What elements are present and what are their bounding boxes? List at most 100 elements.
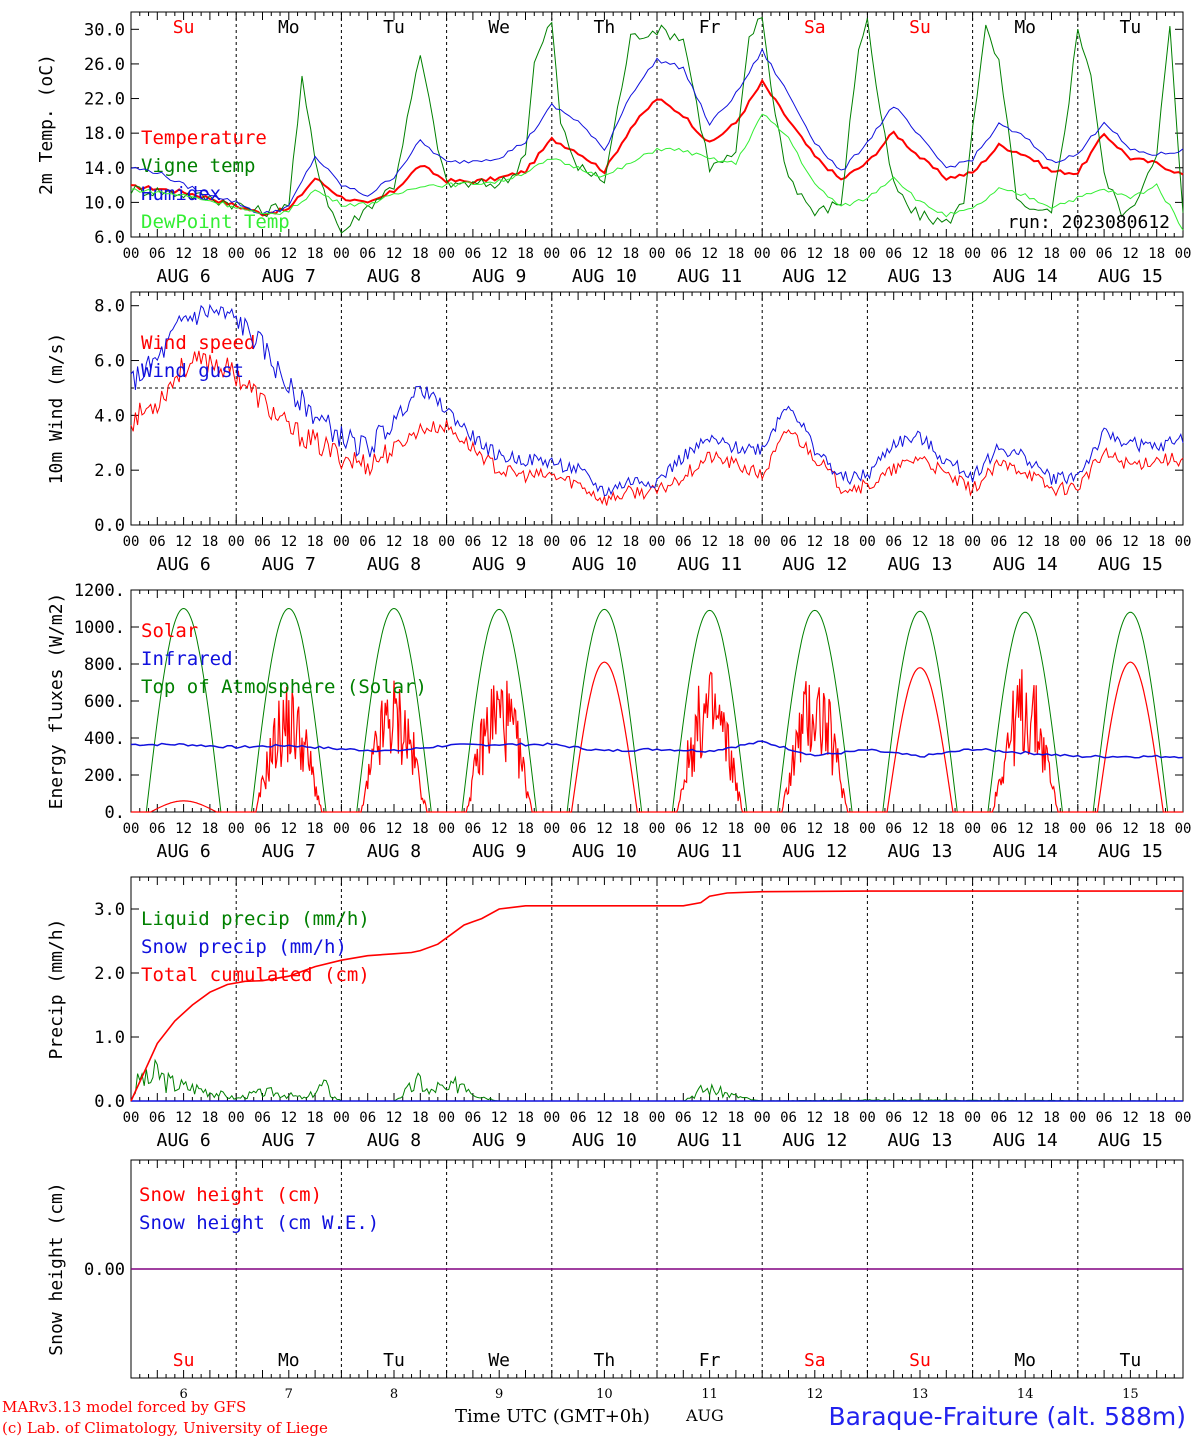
station-name: Baraque-Fraiture (alt. 588m) xyxy=(828,1402,1186,1431)
x-hour-label: 00 xyxy=(859,534,876,550)
x-hour-label: 18 xyxy=(1148,821,1165,837)
x-hour-label: 12 xyxy=(175,821,192,837)
x-hour-label: 06 xyxy=(1096,246,1113,262)
x-hour-label: 12 xyxy=(912,246,929,262)
x-date-label: AUG 8 xyxy=(367,841,421,862)
y-tick-label: 6.0 xyxy=(94,228,125,248)
series-line-total-cumulated xyxy=(130,890,1183,1102)
x-date-label: AUG 12 xyxy=(782,1130,847,1151)
x-hour-label: 00 xyxy=(1069,534,1086,550)
x-date-label: AUG 9 xyxy=(472,266,526,287)
y-axis-label: 2m Temp. (oC) xyxy=(36,54,57,195)
x-hour-label: 12 xyxy=(386,821,403,837)
legend-entry: Wind speed xyxy=(141,332,255,354)
x-hour-label: 12 xyxy=(1122,534,1139,550)
weekday-label: Th xyxy=(594,1350,616,1371)
day-number-label: 10 xyxy=(596,1387,613,1402)
x-date-label: AUG 10 xyxy=(572,1130,637,1151)
x-hour-label: 00 xyxy=(228,534,245,550)
x-hour-label: 06 xyxy=(359,246,376,262)
x-hour-label: 18 xyxy=(727,821,744,837)
x-hour-label: 00 xyxy=(1069,1110,1086,1126)
x-date-label: AUG 15 xyxy=(1098,1130,1163,1151)
x-hour-label: 00 xyxy=(123,246,140,262)
x-hour-label: 06 xyxy=(464,1110,481,1126)
x-hour-label: 18 xyxy=(727,246,744,262)
series-line-solar xyxy=(131,661,1183,813)
x-hour-label: 18 xyxy=(412,1110,429,1126)
y-axis-label: Precip (mm/h) xyxy=(46,919,67,1060)
x-hour-label: 12 xyxy=(1017,534,1034,550)
y-tick-label: 800. xyxy=(84,655,125,675)
x-hour-label: 06 xyxy=(464,821,481,837)
x-hour-label: 18 xyxy=(622,534,639,550)
x-hour-label: 18 xyxy=(833,534,850,550)
x-hour-label: 18 xyxy=(517,246,534,262)
x-hour-label: 12 xyxy=(806,246,823,262)
x-date-label: AUG 14 xyxy=(993,841,1058,862)
x-date-label: AUG 7 xyxy=(262,841,316,862)
x-hour-label: 18 xyxy=(517,821,534,837)
x-hour-label: 18 xyxy=(727,1110,744,1126)
legend-entry: Snow precip (mm/h) xyxy=(141,936,347,958)
weekday-label: Tu xyxy=(383,1350,405,1371)
x-hour-label: 00 xyxy=(333,821,350,837)
y-tick-label: 600. xyxy=(84,692,125,712)
x-hour-label: 12 xyxy=(1122,1110,1139,1126)
weekday-label: We xyxy=(488,1350,510,1371)
x-hour-label: 06 xyxy=(149,534,166,550)
x-hour-label: 06 xyxy=(885,1110,902,1126)
weekday-label: Mo xyxy=(278,17,300,38)
x-hour-label: 00 xyxy=(333,534,350,550)
x-hour-label: 06 xyxy=(254,246,271,262)
y-tick-label: 3.0 xyxy=(94,900,125,920)
x-hour-label: 12 xyxy=(491,534,508,550)
x-hour-label: 12 xyxy=(1122,246,1139,262)
y-tick-label: 1.0 xyxy=(94,1028,125,1048)
x-hour-label: 06 xyxy=(780,534,797,550)
x-hour-label: 12 xyxy=(386,1110,403,1126)
series-line-wind-gust xyxy=(130,303,1184,497)
y-axis-label: Energy fluxes (W/m2) xyxy=(46,593,67,810)
x-hour-label: 18 xyxy=(833,821,850,837)
x-hour-label: 18 xyxy=(622,246,639,262)
y-tick-label: 10.0 xyxy=(84,193,125,213)
y-tick-label: 26.0 xyxy=(84,55,125,75)
x-hour-label: 00 xyxy=(754,821,771,837)
day-number-label: 13 xyxy=(912,1387,929,1402)
x-date-label: AUG 14 xyxy=(993,266,1058,287)
y-tick-label: 0. xyxy=(105,803,125,823)
y-axis-label: Snow height (cm) xyxy=(46,1182,67,1355)
x-hour-label: 00 xyxy=(964,246,981,262)
x-hour-label: 00 xyxy=(964,821,981,837)
x-hour-label: 00 xyxy=(438,246,455,262)
y-tick-label: 4.0 xyxy=(94,406,125,426)
x-hour-label: 18 xyxy=(938,1110,955,1126)
x-hour-label: 18 xyxy=(517,1110,534,1126)
x-date-label: AUG 13 xyxy=(887,841,952,862)
x-hour-label: 18 xyxy=(938,534,955,550)
x-hour-label: 18 xyxy=(307,1110,324,1126)
x-hour-label: 12 xyxy=(1017,821,1034,837)
x-hour-label: 00 xyxy=(1175,534,1192,550)
x-hour-label: 18 xyxy=(833,246,850,262)
x-hour-label: 12 xyxy=(175,1110,192,1126)
x-hour-label: 18 xyxy=(412,821,429,837)
x-hour-label: 06 xyxy=(149,246,166,262)
legend-entry: Temperature xyxy=(141,127,267,149)
series-line-temperature xyxy=(130,78,1184,217)
x-hour-label: 00 xyxy=(228,246,245,262)
x-hour-label: 06 xyxy=(570,1110,587,1126)
legend-entry: Infrared xyxy=(141,648,233,670)
x-hour-label: 00 xyxy=(649,821,666,837)
weekday-label: Su xyxy=(173,17,195,38)
weekday-label: Su xyxy=(173,1350,195,1371)
x-hour-label: 18 xyxy=(1043,821,1060,837)
x-date-label: AUG 15 xyxy=(1098,841,1163,862)
x-date-label: AUG 13 xyxy=(887,266,952,287)
x-date-label: AUG 8 xyxy=(367,1130,421,1151)
x-hour-label: 18 xyxy=(1043,1110,1060,1126)
x-hour-label: 06 xyxy=(780,1110,797,1126)
y-tick-label: 1200. xyxy=(74,581,125,601)
x-hour-label: 12 xyxy=(175,246,192,262)
